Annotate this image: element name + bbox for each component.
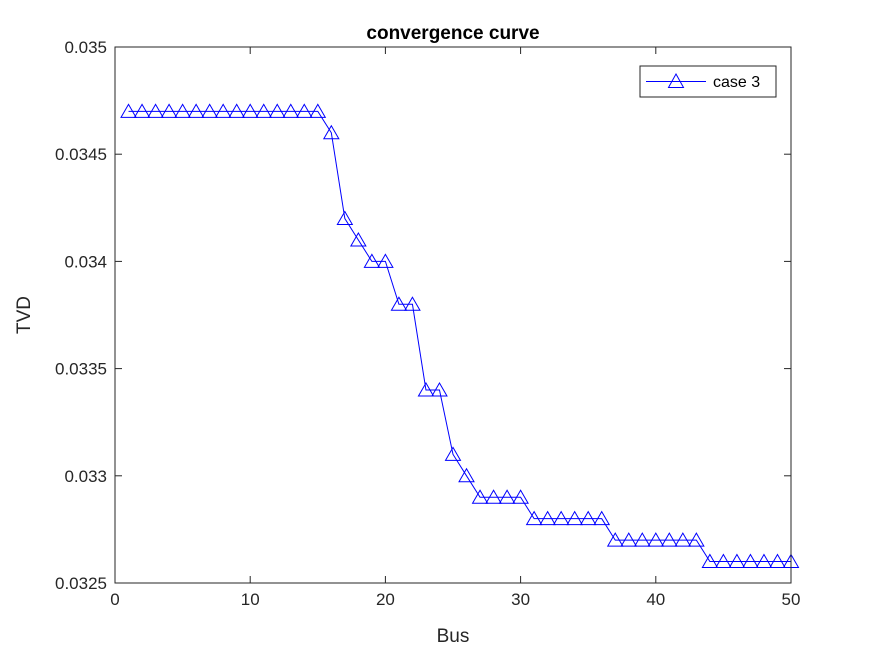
data-point-marker [147,103,164,118]
plot-frame [114,46,792,584]
data-point-marker [133,103,151,118]
y-tick-label: 0.0325 [55,574,107,593]
data-point-marker [295,103,313,118]
data-point-marker [444,446,462,461]
data-point-marker [620,532,638,547]
y-tick-label: 0.035 [64,38,107,57]
y-tick-label: 0.0335 [55,360,107,379]
legend-label: case 3 [713,74,760,91]
x-tick-label: 10 [241,590,260,609]
data-point-marker [431,382,448,397]
y-tick-label: 0.034 [64,252,107,271]
data-point-marker [687,532,705,547]
data-point-marker [363,253,381,268]
data-point-marker [349,231,367,247]
x-tick-label: 0 [110,590,119,609]
series-layer [120,103,800,569]
x-tick-label: 40 [646,590,665,609]
data-point-marker [512,489,529,504]
chart-title: convergence curve [366,23,539,44]
data-point-marker [769,553,786,569]
ticks-layer: 0 10 20 30 40 50 0.0325 0.033 0.0335 0.034 0.0345 0… [55,38,800,609]
data-point-marker [593,510,611,526]
data-point-marker [255,103,273,118]
data-point-marker [187,103,205,118]
legend-marker [667,72,685,88]
data-point-marker [633,532,651,547]
data-point-marker [566,510,584,526]
data-point-marker [674,532,692,547]
data-point-marker [174,103,191,118]
data-point-marker [485,489,502,504]
data-point-marker [552,510,570,526]
data-point-marker [309,103,327,118]
y-axis-label: TVD [14,296,35,334]
data-point-marker [214,103,232,118]
data-point-marker [701,553,719,569]
data-point-marker [120,103,137,118]
data-point-marker [404,296,421,311]
data-point-marker [417,382,435,397]
data-point-marker [525,510,543,526]
data-point-marker [228,103,246,118]
legend: case 3 [639,65,777,98]
data-point-marker [647,532,665,547]
y-tick-label: 0.0345 [55,145,107,164]
data-point-marker [715,553,732,569]
data-point-marker [539,510,557,526]
x-axis-label: Bus [437,626,470,647]
data-point-marker [282,103,300,118]
plot-background [115,47,791,583]
data-point-marker [322,124,340,140]
data-point-marker [458,467,475,483]
data-point-marker [579,510,597,526]
data-point-marker [606,532,624,547]
data-point-marker [377,253,394,268]
data-point-marker [201,103,219,118]
data-point-marker [268,103,286,118]
data-point-marker [660,532,678,547]
x-tick-label: 50 [782,590,801,609]
series-line [128,110,791,563]
data-point-marker [241,103,259,118]
x-tick-label: 20 [376,590,395,609]
data-point-marker [498,489,516,504]
data-point-marker [336,210,354,226]
x-tick-label: 30 [511,590,530,609]
data-point-marker [755,553,773,569]
data-point-marker [390,296,408,311]
data-point-marker [742,553,759,569]
data-point-marker [160,103,178,118]
data-point-marker [728,553,746,569]
y-tick-label: 0.033 [64,467,107,486]
data-point-marker [471,489,489,504]
